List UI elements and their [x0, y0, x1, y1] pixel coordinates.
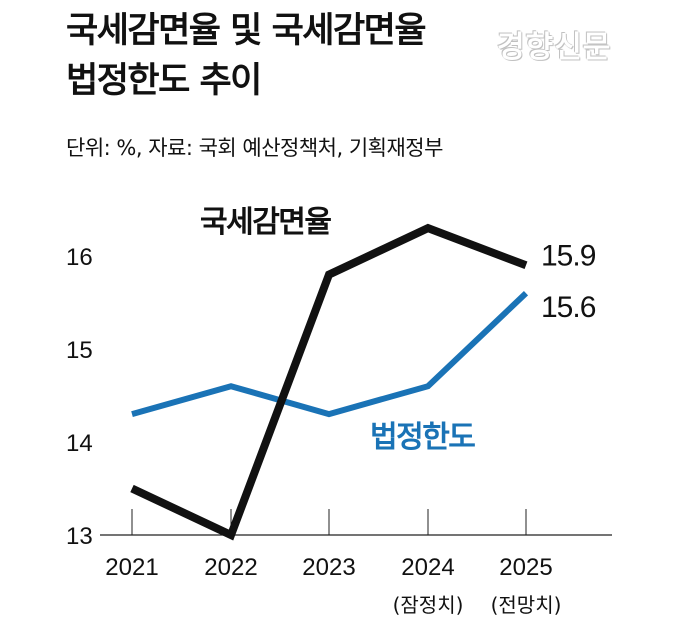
- y-tick-label: 13: [66, 523, 93, 550]
- x-tick-label: 2023: [302, 554, 355, 581]
- series-label-legal-limit: 법정한도: [370, 420, 475, 455]
- unit-source-note: 단위: %, 자료: 국회 예산정책처, 기획재정부: [66, 136, 443, 160]
- end-value-label-legal-limit: 15.6: [541, 291, 596, 324]
- title-line-2: 법정한도 추이: [66, 61, 262, 101]
- series-layer: [130, 223, 529, 541]
- x-tick-label: 2025: [499, 554, 552, 581]
- x-tick-sublabel: (잠정치): [393, 593, 464, 617]
- title-line-1: 국세감면율 및 국세감면율: [66, 11, 427, 51]
- x-tick-sublabel: (전망치): [491, 593, 562, 617]
- x-tick-labels: 2021 2022 2023 2024 (잠정치) 2025 (전망치): [105, 509, 561, 617]
- x-tick-label: 2021: [105, 554, 158, 581]
- watermark-logo: 경향신문: [497, 30, 612, 65]
- y-tick-label: 14: [66, 430, 93, 457]
- series-label-tax-reduction-rate: 국세감면율: [200, 205, 331, 240]
- y-tick-label: 15: [66, 337, 93, 364]
- y-tick-labels: 13 14 15 16: [66, 244, 93, 550]
- x-tick-label: 2022: [204, 554, 257, 581]
- chart-title: 국세감면율 및 국세감면율 법정한도 추이: [66, 6, 427, 106]
- series-line-tax-reduction-rate: [130, 223, 528, 541]
- end-value-label-tax-reduction-rate: 15.9: [541, 239, 596, 272]
- x-tick-label: 2024: [401, 554, 454, 581]
- y-tick-label: 16: [66, 244, 93, 271]
- series-line-legal-limit: [131, 291, 529, 418]
